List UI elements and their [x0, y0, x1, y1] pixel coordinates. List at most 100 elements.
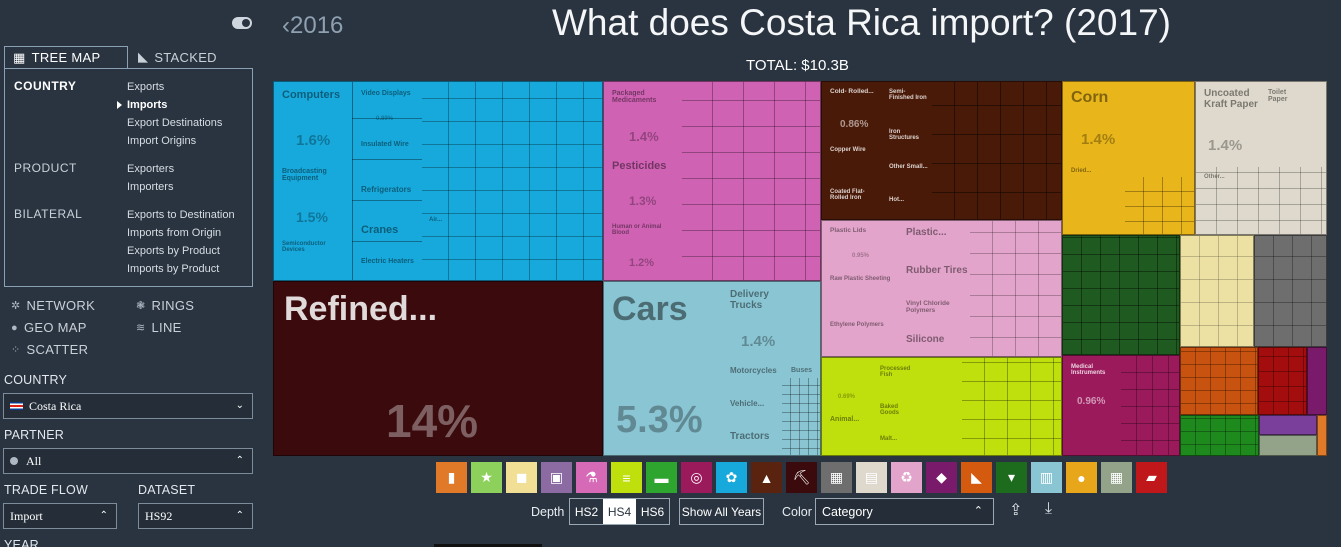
- menu-category-bilateral[interactable]: BILATERAL: [14, 207, 83, 221]
- tab-tree-map[interactable]: ▦ TREE MAP: [4, 46, 128, 68]
- country-select[interactable]: Costa Rica ⌄: [3, 393, 253, 419]
- menu-item-exporters[interactable]: Exporters: [127, 163, 175, 175]
- menu-item-exports-by-product[interactable]: Exports by Product: [127, 245, 220, 257]
- label-cranes: Cranes: [361, 224, 399, 236]
- pct-video-displays: 0.89%: [376, 116, 394, 122]
- label-refined: Refined...: [284, 290, 438, 328]
- treemap-region-mineral[interactable]: Refined... 14%: [273, 281, 603, 456]
- arts-antiques-icon[interactable]: ▣: [541, 462, 572, 493]
- trade-flow-select[interactable]: Import ⌃: [3, 503, 117, 529]
- treemap-region-wood[interactable]: [1258, 347, 1307, 415]
- treemap-region-transport[interactable]: Cars Delivery Trucks 1.4% Motorcycles Bu…: [603, 281, 821, 456]
- treemap-region-stone[interactable]: [1254, 235, 1327, 347]
- viz-rings-label: RINGS: [151, 298, 195, 313]
- treemap: Computers Video Displays 0.89% 1.6% Insu…: [273, 81, 1327, 456]
- viz-rings[interactable]: ❃ RINGS: [136, 298, 194, 313]
- color-label: Color: [782, 505, 812, 519]
- dataset-select[interactable]: HS92 ⌃: [138, 503, 253, 529]
- menu-item-exports-to-destination[interactable]: Exports to Destination: [127, 209, 235, 221]
- network-icon: ✲: [11, 300, 21, 312]
- treemap-region-hides[interactable]: [1180, 235, 1254, 347]
- menu-category-product[interactable]: PRODUCT: [14, 161, 77, 175]
- weapons-icon[interactable]: ▦: [1101, 462, 1132, 493]
- vegetable-products-icon[interactable]: ★: [471, 462, 502, 493]
- treemap-region-plastics[interactable]: Plastic Lids Plastic... 0.95% Rubber Tir…: [821, 220, 1062, 357]
- vegetable-fats-icon[interactable]: ●: [1066, 462, 1097, 493]
- viz-network[interactable]: ✲ NETWORK: [11, 298, 95, 313]
- menu-item-importers[interactable]: Importers: [127, 181, 174, 193]
- animal-hides-icon[interactable]: ◼: [506, 462, 537, 493]
- trade-flow-value: Import: [10, 508, 43, 523]
- category-legend: ▮ ★ ◼ ▣ ⚗ ≡ ▬ ◎ ✿ ▲ ⛏ ▦ ▤ ♻ ◆ ◣ ▾ ▥ ● ▦ ▰: [436, 462, 1167, 493]
- pct-corn: 1.4%: [1081, 131, 1116, 148]
- treemap-region-metals[interactable]: Cold- Rolled... Semi-Finished Iron 0.86%…: [821, 81, 1062, 220]
- treemap-region-precious[interactable]: [1307, 347, 1327, 415]
- textiles-icon[interactable]: ▾: [996, 462, 1027, 493]
- label-broadcasting-equipment: Broadcasting Equipment: [282, 168, 327, 183]
- viz-geo-map[interactable]: ● GEO MAP: [11, 320, 87, 335]
- menu-item-exports[interactable]: Exports: [127, 81, 165, 93]
- label-rubber-tires: Rubber Tires: [906, 265, 968, 276]
- partner-select[interactable]: All ⌃: [3, 448, 253, 474]
- metals-icon[interactable]: ▲: [751, 462, 782, 493]
- treemap-subgrid: [1181, 236, 1253, 346]
- footwear-icon[interactable]: ▬: [646, 462, 677, 493]
- treemap-region-textiles[interactable]: [1062, 235, 1180, 355]
- menu-category-country[interactable]: COUNTRY: [14, 79, 77, 93]
- viz-scatter[interactable]: ⁘ SCATTER: [11, 342, 88, 357]
- foodstuffs-icon[interactable]: ≡: [611, 462, 642, 493]
- treemap-region-vegetable[interactable]: Corn 1.4% Dried...: [1062, 81, 1195, 235]
- pct-computers: 1.6%: [296, 132, 331, 149]
- pct-delivery-trucks: 1.4%: [741, 333, 776, 350]
- show-all-years-button[interactable]: Show All Years: [679, 498, 764, 525]
- paper-goods-icon[interactable]: ▤: [856, 462, 887, 493]
- wood-products-icon[interactable]: ▰: [1136, 462, 1167, 493]
- treemap-region-machinery[interactable]: Computers Video Displays 0.89% 1.6% Insu…: [273, 81, 603, 281]
- depth-hs6[interactable]: HS6: [640, 504, 665, 519]
- treemap-region-footwear[interactable]: [1180, 415, 1259, 456]
- country-value: Costa Rica: [29, 398, 82, 413]
- sidebar: ▦ TREE MAP ◣ STACKED COUNTRY Exports Imp…: [0, 0, 262, 547]
- machines-icon[interactable]: ✿: [716, 462, 747, 493]
- label-silicone: Silicone: [906, 334, 945, 345]
- treemap-region-weapons[interactable]: [1259, 435, 1317, 456]
- year-label: YEAR: [4, 538, 39, 547]
- theme-toggle[interactable]: [232, 17, 252, 29]
- chevron-down-icon: ⌄: [235, 400, 244, 411]
- treemap-region-animal-products[interactable]: [1317, 415, 1327, 456]
- back-year-label: 2016: [290, 12, 344, 39]
- label-semiconductor-devices: Semiconductor Devices: [282, 241, 326, 254]
- menu-item-imports-by-product[interactable]: Imports by Product: [127, 263, 220, 275]
- partner-value: All: [26, 453, 42, 468]
- chemical-products-icon[interactable]: ⚗: [576, 462, 607, 493]
- treemap-region-foodstuffs[interactable]: Processed Fish 0.69% Baked Goods Animal.…: [821, 357, 1062, 456]
- color-select[interactable]: Category ⌃: [815, 498, 994, 525]
- mineral-products-icon[interactable]: ⛏: [786, 462, 817, 493]
- download-icon[interactable]: ⤓: [1045, 500, 1053, 517]
- transportation-icon[interactable]: ▥: [1031, 462, 1062, 493]
- stone-glass-icon[interactable]: ◣: [961, 462, 992, 493]
- instruments-icon[interactable]: ◎: [681, 462, 712, 493]
- treemap-region-arts[interactable]: [1259, 415, 1317, 435]
- precious-metals-icon[interactable]: ◆: [926, 462, 957, 493]
- globe-icon: ●: [11, 321, 18, 334]
- back-year-link[interactable]: ‹2016: [282, 12, 343, 40]
- depth-hs4[interactable]: HS4: [603, 499, 636, 524]
- menu-item-imports-from-origin[interactable]: Imports from Origin: [127, 227, 222, 239]
- tab-stacked[interactable]: ◣ STACKED: [130, 46, 252, 68]
- treemap-region-instruments[interactable]: Medical Instruments 0.96%: [1062, 355, 1180, 456]
- plastics-rubbers-icon[interactable]: ♻: [891, 462, 922, 493]
- share-icon[interactable]: ⇪: [1009, 502, 1023, 519]
- treemap-region-stone-orange[interactable]: [1180, 347, 1258, 415]
- depth-hs2[interactable]: HS2: [574, 504, 599, 519]
- scatter-icon: ⁘: [11, 344, 21, 356]
- menu-item-import-origins[interactable]: Import Origins: [127, 135, 197, 147]
- animal-products-icon[interactable]: ▮: [436, 462, 467, 493]
- treemap-region-paper[interactable]: Uncoated Kraft Paper Toilet Paper 1.4% O…: [1195, 81, 1327, 235]
- miscellaneous-icon[interactable]: ▦: [821, 462, 852, 493]
- treemap-region-chemicals[interactable]: Packaged Medicaments 1.4% Pesticides 1.3…: [603, 81, 821, 281]
- pct-packaged-medicaments: 1.4%: [629, 129, 659, 144]
- menu-item-imports[interactable]: Imports: [116, 99, 168, 111]
- viz-line[interactable]: ≋ LINE: [136, 320, 182, 335]
- menu-item-export-destinations[interactable]: Export Destinations: [127, 117, 223, 129]
